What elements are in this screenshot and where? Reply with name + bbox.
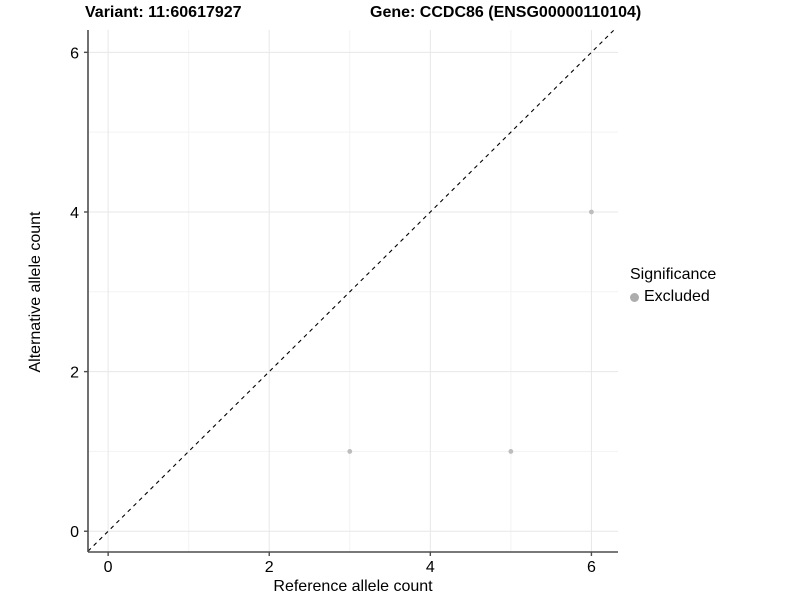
y-tick-label: 2 [70,365,79,382]
y-tick-label: 4 [70,205,79,222]
gene-title: Gene: CCDC86 (ENSG00000110104) [370,4,642,21]
y-tick-label: 0 [70,524,79,541]
data-point [347,449,353,454]
data-point [508,449,514,454]
x-tick-label: 4 [426,559,435,576]
variant-title: Variant: 11:60617927 [85,4,242,21]
legend: Significance Excluded [630,266,716,306]
x-tick-label: 2 [265,559,274,576]
legend-item-label: Excluded [644,288,710,305]
y-axis-label: Alternative allele count [27,211,44,373]
legend-key-dot-icon [630,292,639,302]
x-tick-label: 6 [587,559,596,576]
x-tick-label: 0 [104,559,113,576]
data-point [589,209,594,215]
y-tick-label: 6 [70,45,79,62]
legend-title: Significance [630,266,717,283]
identity-dashed-line [87,29,615,552]
x-axis-label: Reference allele count [273,578,433,595]
legend-item-excluded: Excluded [630,288,716,306]
